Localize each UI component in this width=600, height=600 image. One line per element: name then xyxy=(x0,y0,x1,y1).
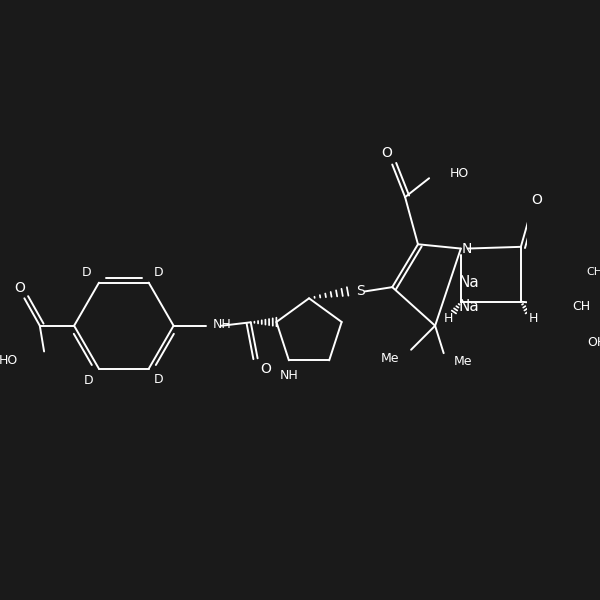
Text: O: O xyxy=(14,281,26,295)
Text: HO: HO xyxy=(0,353,19,367)
Text: N: N xyxy=(461,242,472,256)
Text: CH: CH xyxy=(572,299,590,313)
Text: Na: Na xyxy=(458,299,479,314)
Text: Me: Me xyxy=(380,352,399,365)
Text: D: D xyxy=(154,266,164,279)
Text: D: D xyxy=(82,266,92,279)
Text: NH: NH xyxy=(280,369,298,382)
Text: CH₃: CH₃ xyxy=(587,267,600,277)
Text: HO: HO xyxy=(449,167,469,179)
Text: OH: OH xyxy=(587,335,600,349)
Text: H: H xyxy=(529,313,538,325)
Text: O: O xyxy=(531,193,542,206)
Text: O: O xyxy=(381,146,392,160)
Text: Me: Me xyxy=(454,355,472,368)
Text: Na: Na xyxy=(458,275,479,290)
Text: D: D xyxy=(84,374,94,388)
Text: H: H xyxy=(443,313,452,325)
Text: D: D xyxy=(154,373,164,386)
Text: S: S xyxy=(356,284,365,298)
Text: NH: NH xyxy=(213,317,232,331)
Text: O: O xyxy=(261,362,272,376)
